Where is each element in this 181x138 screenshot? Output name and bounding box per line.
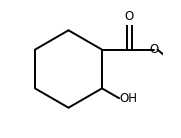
Text: O: O [149,43,158,56]
Text: O: O [125,10,134,23]
Text: OH: OH [120,92,138,105]
